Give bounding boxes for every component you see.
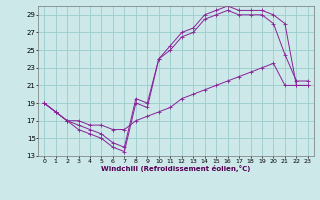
X-axis label: Windchill (Refroidissement éolien,°C): Windchill (Refroidissement éolien,°C) xyxy=(101,165,251,172)
